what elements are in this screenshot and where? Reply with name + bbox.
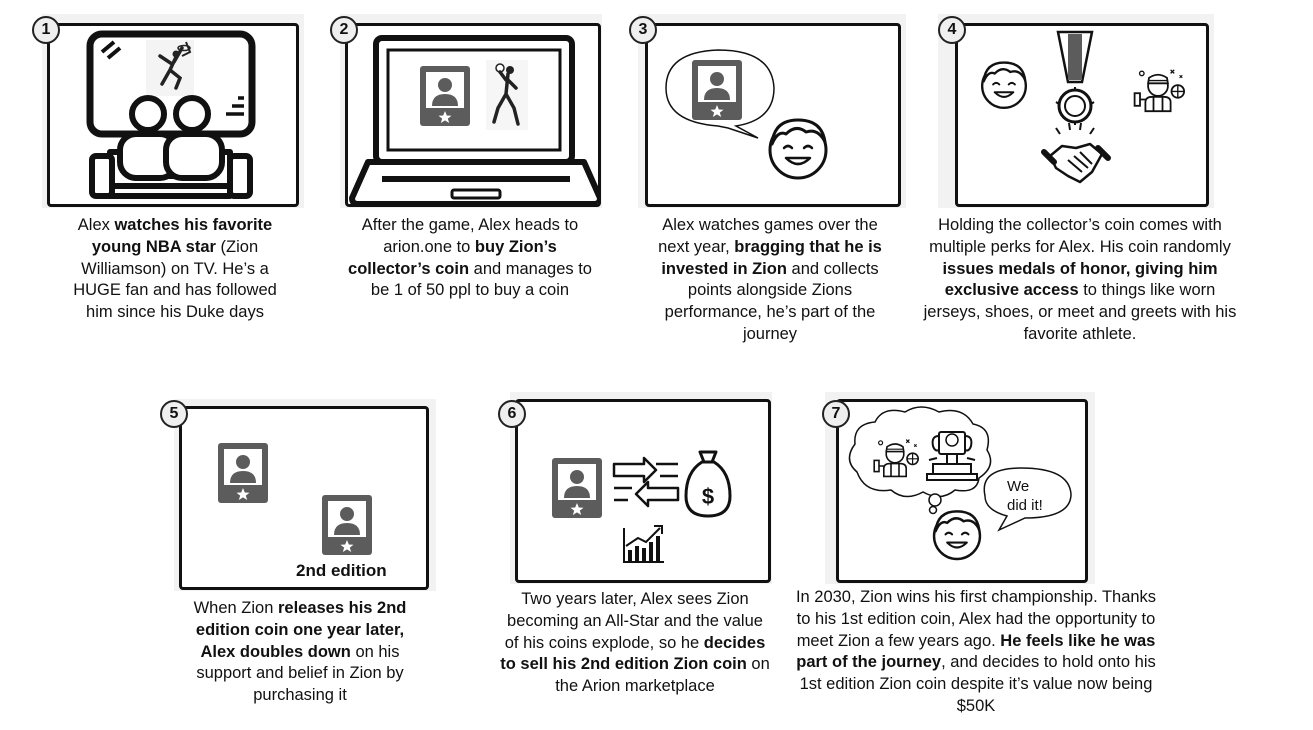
- step-4-frame: [955, 23, 1209, 207]
- step-6-frame: $: [515, 399, 771, 583]
- step-badge: 4: [938, 16, 966, 44]
- step-badge: 2: [330, 16, 358, 44]
- handshake-icon: [1041, 122, 1111, 184]
- caption-text: Holding the collector’s coin comes with …: [929, 216, 1231, 256]
- step-caption: Alex watches games over the next year, b…: [645, 215, 895, 346]
- player-card-icon: [218, 443, 268, 503]
- player-card-icon: [322, 495, 372, 555]
- caption-bold-text: watches his favorite young NBA star: [91, 216, 273, 256]
- caption-bold-text: releases his 2nd edition coin one year l…: [195, 599, 407, 661]
- caption-text: , and decides to hold onto his 1st editi…: [799, 653, 1156, 715]
- laptop-icon: [349, 35, 598, 204]
- sell-coin-icon: $: [552, 450, 732, 563]
- thought-cloud-icon: [848, 406, 992, 515]
- smiling-face-icon: [932, 510, 982, 561]
- player-card-icon: [420, 66, 470, 126]
- champion-scene-icon: [848, 406, 1072, 561]
- step-badge: 3: [629, 16, 657, 44]
- step-5-frame: 2nd edition: [179, 406, 429, 590]
- step-7-frame: We did it!: [836, 399, 1088, 583]
- step-badge: 6: [498, 400, 526, 428]
- caption-text: (Zion Williamson) on TV. He’s a HUGE fan…: [73, 237, 277, 322]
- edition-label: 2nd edition: [296, 561, 387, 580]
- athlete-icon: [1133, 68, 1185, 113]
- step-2-frame: [345, 23, 601, 207]
- step-badge: 1: [32, 16, 60, 44]
- caption-bold-text: issues medals of honor, giving him exclu…: [942, 259, 1218, 300]
- caption-text: to things like worn jerseys, shoes, or m…: [923, 281, 1237, 343]
- caption-bold-text: decides to sell his 2nd edition Zion coi…: [500, 633, 766, 674]
- caption-text: on the Arion marketplace: [555, 655, 770, 696]
- step-caption: In 2030, Zion wins his first championshi…: [792, 587, 1160, 718]
- basketball-player-icon: [486, 60, 528, 130]
- caption-bold-text: bragging that he is invested in Zion: [661, 237, 882, 278]
- step-caption: When Zion releases his 2nd edition coin …: [178, 598, 422, 707]
- caption-text: Alex: [77, 216, 115, 234]
- caption-bold-text: buy Zion’s collector’s coin: [348, 237, 557, 278]
- player-card-icon: [692, 60, 742, 120]
- caption-text: After the game, Alex heads to arion.one …: [361, 216, 579, 256]
- caption-text: and manages to be 1 of 50 ppl to buy a c…: [370, 259, 592, 300]
- caption-text: In 2030, Zion wins his first championshi…: [795, 588, 1157, 650]
- caption-text: Alex watches games over the next year,: [658, 216, 878, 256]
- caption-text: on his support and belief in Zion by pur…: [196, 642, 404, 705]
- medal-icon: [1055, 30, 1095, 125]
- smiling-face-icon: [980, 61, 1028, 110]
- player-card-icon: [552, 458, 602, 518]
- step-badge: 5: [160, 400, 188, 428]
- money-bag-icon: $: [684, 450, 732, 518]
- trophy-icon: [926, 431, 978, 481]
- dunking-player-icon: [146, 40, 194, 96]
- svg-text:$: $: [702, 484, 714, 509]
- speech-bubble-text: We did it!: [1007, 478, 1043, 514]
- step-caption: After the game, Alex heads to arion.one …: [345, 215, 595, 302]
- caption-text: Two years later, Alex sees Zion becoming…: [504, 590, 763, 652]
- caption-text: and collects points alongside Zions perf…: [664, 259, 879, 343]
- step-caption: Alex watches his favorite young NBA star…: [60, 215, 290, 324]
- tv-watching-icon: [86, 30, 256, 199]
- step-badge: 7: [822, 400, 850, 428]
- step-caption: Holding the collector’s coin comes with …: [915, 215, 1245, 346]
- perks-scene-icon: [980, 30, 1185, 184]
- growth-chart-icon: [623, 525, 664, 563]
- caption-text: When Zion: [193, 599, 278, 617]
- caption-bold-text: He feels like he was part of the journey: [796, 631, 1156, 672]
- smiling-face-icon: [768, 118, 828, 180]
- exchange-arrows-icon: [612, 456, 680, 508]
- bragging-scene-icon: [665, 49, 828, 180]
- step-1-frame: [47, 23, 299, 207]
- step-3-frame: [645, 23, 901, 207]
- step-caption: Two years later, Alex sees Zion becoming…: [500, 589, 770, 698]
